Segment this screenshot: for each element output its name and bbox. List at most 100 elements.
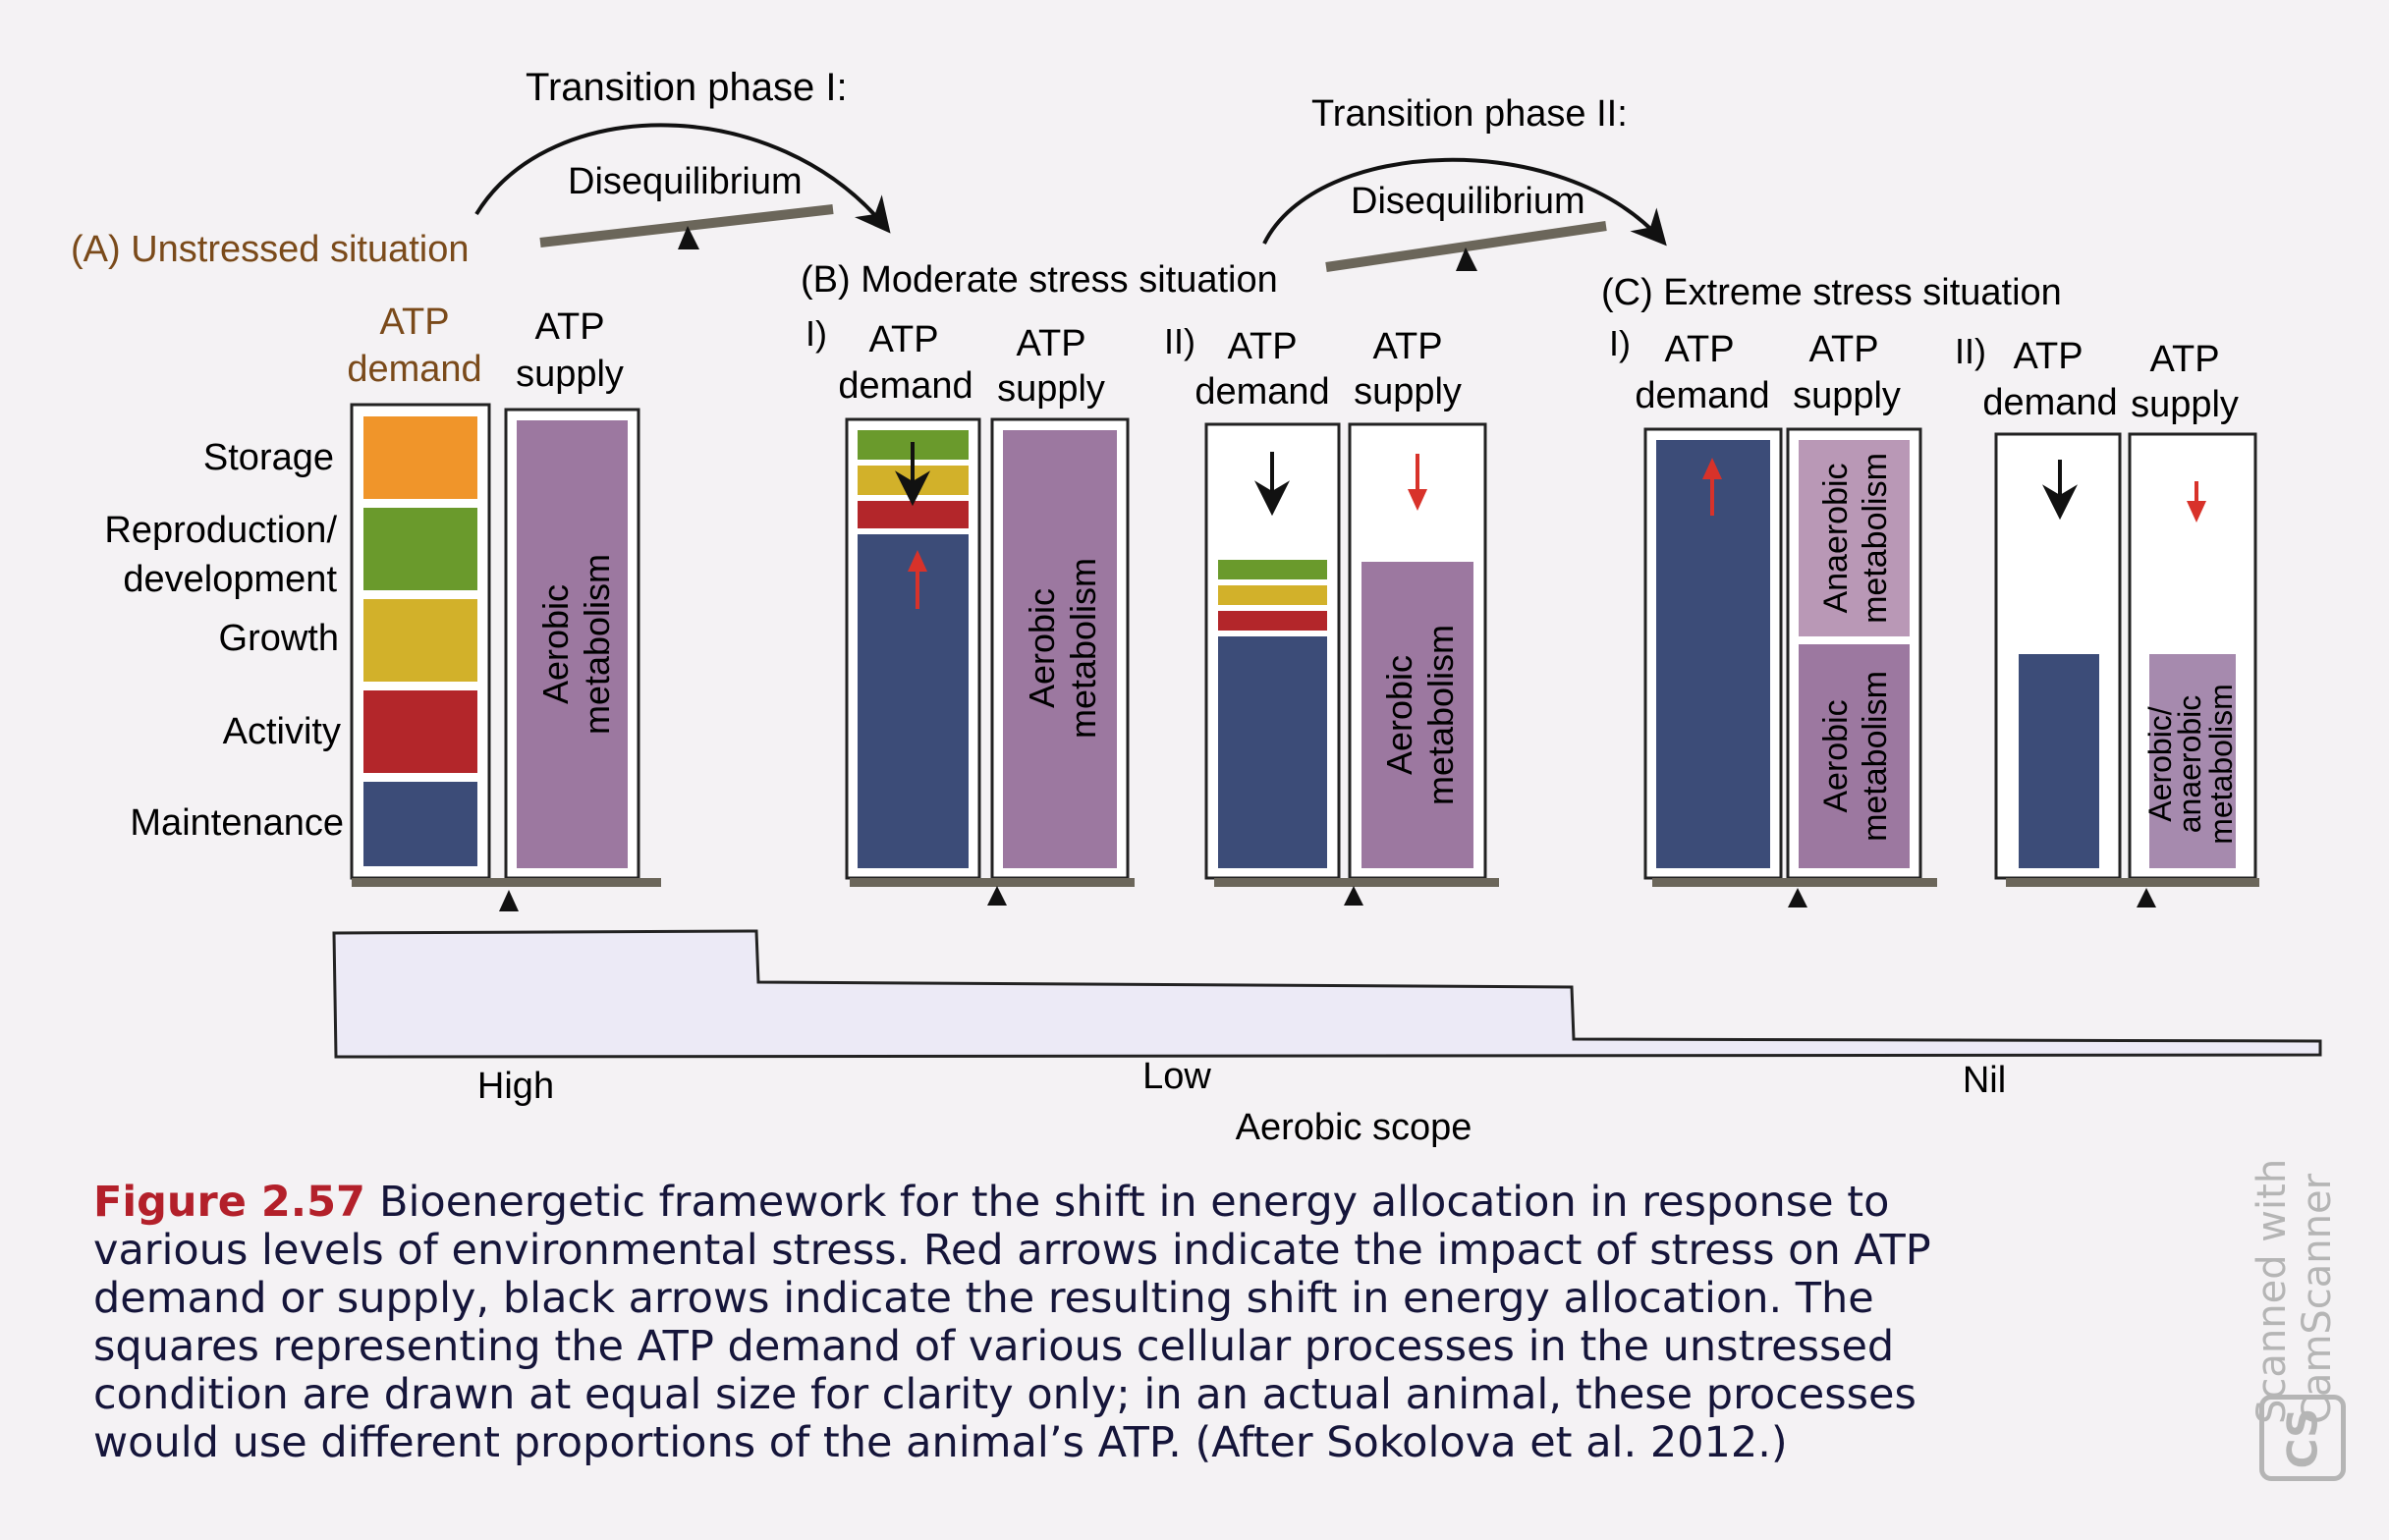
panel-b-ii-activity-block xyxy=(1218,611,1327,631)
panel-c-ii-maintenance-block xyxy=(2019,654,2099,868)
panel-c-i-supply-label-line1: ATP xyxy=(1808,329,1878,370)
panel-a-aerobic-label-line1: Aerobic xyxy=(535,584,576,704)
panel-c-i-fulcrum-icon xyxy=(1788,888,1807,908)
panel-a-supply-label-line2: supply xyxy=(516,354,624,395)
phase1-disequilibrium-label: Disequilibrium xyxy=(568,161,803,202)
phase2-tilted-beam xyxy=(1325,221,1607,272)
phase1-arc-arrow xyxy=(474,123,891,234)
panel-b-i-balance-beam xyxy=(850,878,1135,887)
reproduction-label-line1: Reproduction/ xyxy=(104,510,337,551)
panel-c-i-anaerobic-label-line2: metabolism xyxy=(1857,453,1894,624)
panel-c-i-balance-beam xyxy=(1652,878,1937,887)
panel-a-unstressed: ATP demand ATP supply Aerobic metabolism xyxy=(347,302,661,911)
panel-b-i-stress-arrowhead xyxy=(908,550,927,572)
panel-a-fulcrum-icon xyxy=(499,890,519,911)
panel-b-ii-supply-label-line2: supply xyxy=(1354,371,1462,412)
panel-c-ii-mixed-block xyxy=(2149,654,2236,868)
panel-c-ii-demand-label-line1: ATP xyxy=(2013,336,2083,377)
panel-c-ii-supply-label-line1: ATP xyxy=(2149,339,2219,380)
figure-caption-text: Bioenergetic framework for the shift in … xyxy=(93,1178,1931,1467)
transition-phase-2: Transition phase II: Disequilibrium xyxy=(1262,93,1667,272)
panel-c-i-supply-label-line2: supply xyxy=(1793,375,1901,416)
panel-b-ii-aerobic-label-line1: Aerobic xyxy=(1379,655,1419,775)
process-labels: Storage Reproduction/ development Growth… xyxy=(104,437,344,844)
growth-label: Growth xyxy=(219,618,339,659)
panel-b-ii-maintenance-block xyxy=(1218,636,1327,868)
figure-number: Figure 2.57 xyxy=(93,1178,365,1227)
panel-c-i: I) ATP demand ATP supply Anaerobic metab… xyxy=(1609,323,1937,908)
phase2-fulcrum-icon xyxy=(1456,248,1477,271)
panel-a-demand-label-line1: ATP xyxy=(379,302,449,343)
panel-c-ii-balance-beam xyxy=(2006,878,2259,887)
growth-block xyxy=(363,599,477,682)
panel-b-ii-demand-label-line2: demand xyxy=(1194,371,1329,412)
panel-c-i-anaerobic-block xyxy=(1799,440,1910,636)
panel-a-aerobic-label-line2: metabolism xyxy=(577,554,617,735)
panel-c-ii-mixed-label-line1: Aerobic/ xyxy=(2142,706,2178,822)
phase2-title: Transition phase II: xyxy=(1311,93,1628,135)
activity-block xyxy=(363,690,477,773)
aerobic-scope-step-shape xyxy=(332,929,2322,1059)
transition-phase-1: Transition phase I: Disequilibrium xyxy=(474,66,891,249)
panel-b-i-demand-label-line1: ATP xyxy=(868,319,938,360)
panel-c-i-aerobic-label-line1: Aerobic xyxy=(1817,699,1855,812)
panel-b-ii-sub-label: II) xyxy=(1164,321,1195,361)
aerobic-scope-title: Aerobic scope xyxy=(1236,1107,1472,1148)
panel-b-ii-supply-label-line1: ATP xyxy=(1372,326,1442,367)
panel-c-ii-demand-label-line2: demand xyxy=(1982,382,2117,423)
panel-c-ii-mixed-label-line3: metabolism xyxy=(2203,684,2239,845)
activity-label: Activity xyxy=(223,711,341,752)
phase1-title: Transition phase I: xyxy=(526,66,848,109)
scope-nil-label: Nil xyxy=(1963,1060,2006,1101)
panel-c-ii-fulcrum-icon xyxy=(2137,888,2156,908)
panel-c-ii-stress-arrowhead xyxy=(2187,501,2206,522)
panel-a-demand-label-line2: demand xyxy=(347,349,481,390)
panel-a-aerobic-block xyxy=(517,420,628,868)
panel-b-i-supply-label-line2: supply xyxy=(997,368,1105,410)
aerobic-scope-bar: High Low Nil Aerobic scope xyxy=(332,929,2322,1148)
phase2-arc-arrow xyxy=(1262,157,1667,247)
panel-c-i-demand-label-line2: demand xyxy=(1635,375,1769,416)
panel-a-demand-column xyxy=(350,403,491,880)
panel-a-column-headers: ATP demand ATP supply xyxy=(347,302,624,395)
reproduction-label-line2: development xyxy=(123,559,337,600)
storage-label: Storage xyxy=(203,437,334,478)
panel-c-ii: II) ATP demand ATP supply Aerobic/ anaer… xyxy=(1955,331,2259,908)
watermark-logo-text: CS xyxy=(2278,1407,2327,1468)
figure-caption: Figure 2.57 Bioenergetic framework for th… xyxy=(93,1179,2019,1467)
panel-c-i-sub-label: I) xyxy=(1609,323,1631,363)
storage-block xyxy=(363,416,477,499)
panel-b-ii-aerobic-label-line2: metabolism xyxy=(1420,625,1461,805)
panel-c-i-demand-label-line1: ATP xyxy=(1664,329,1734,370)
reproduction-block xyxy=(363,508,477,590)
watermark-text: Scanned with CamScanner xyxy=(2250,1031,2367,1424)
scope-low-label: Low xyxy=(1142,1056,1211,1097)
panel-c-i-anaerobic-label-line1: Anaerobic xyxy=(1817,463,1855,613)
watermark-line1: Scanned with xyxy=(2250,1158,2295,1424)
panel-b-i-aerobic-label-line2: metabolism xyxy=(1063,558,1103,739)
panel-c-ii-supply-label-line2: supply xyxy=(2131,384,2239,425)
panel-c-ii-mixed-label-line2: anaerobic xyxy=(2172,695,2207,834)
panel-b-title: (B) Moderate stress situation xyxy=(801,259,1278,301)
panel-b-ii-reproduction-block xyxy=(1218,560,1327,579)
panel-b-ii-aerobic-block xyxy=(1361,562,1473,868)
camscanner-watermark: Scanned with CamScanner CS xyxy=(2250,1100,2367,1493)
panel-b-i-supply-label-line1: ATP xyxy=(1016,323,1085,364)
panel-a-balance-beam xyxy=(352,878,661,887)
phase1-fulcrum-icon xyxy=(678,226,699,249)
panel-c-i-aerobic-label-line2: metabolism xyxy=(1857,671,1894,842)
panel-b-i-aerobic-block xyxy=(1003,430,1117,868)
scope-high-label: High xyxy=(477,1066,554,1107)
phase2-disequilibrium-label: Disequilibrium xyxy=(1351,181,1585,222)
watermark-line2: CamScanner xyxy=(2295,1173,2340,1424)
panel-b-i-activity-block xyxy=(858,501,969,528)
camscanner-logo-icon: CS xyxy=(2259,1395,2346,1481)
panel-b-ii-growth-block xyxy=(1218,585,1327,605)
panel-c-i-aerobic-block xyxy=(1799,644,1910,868)
maintenance-block xyxy=(363,782,477,866)
panel-b-i-fulcrum-icon xyxy=(987,886,1007,906)
panel-b-i-aerobic-label-line1: Aerobic xyxy=(1022,588,1062,708)
panel-b-ii-fulcrum-icon xyxy=(1344,886,1363,906)
